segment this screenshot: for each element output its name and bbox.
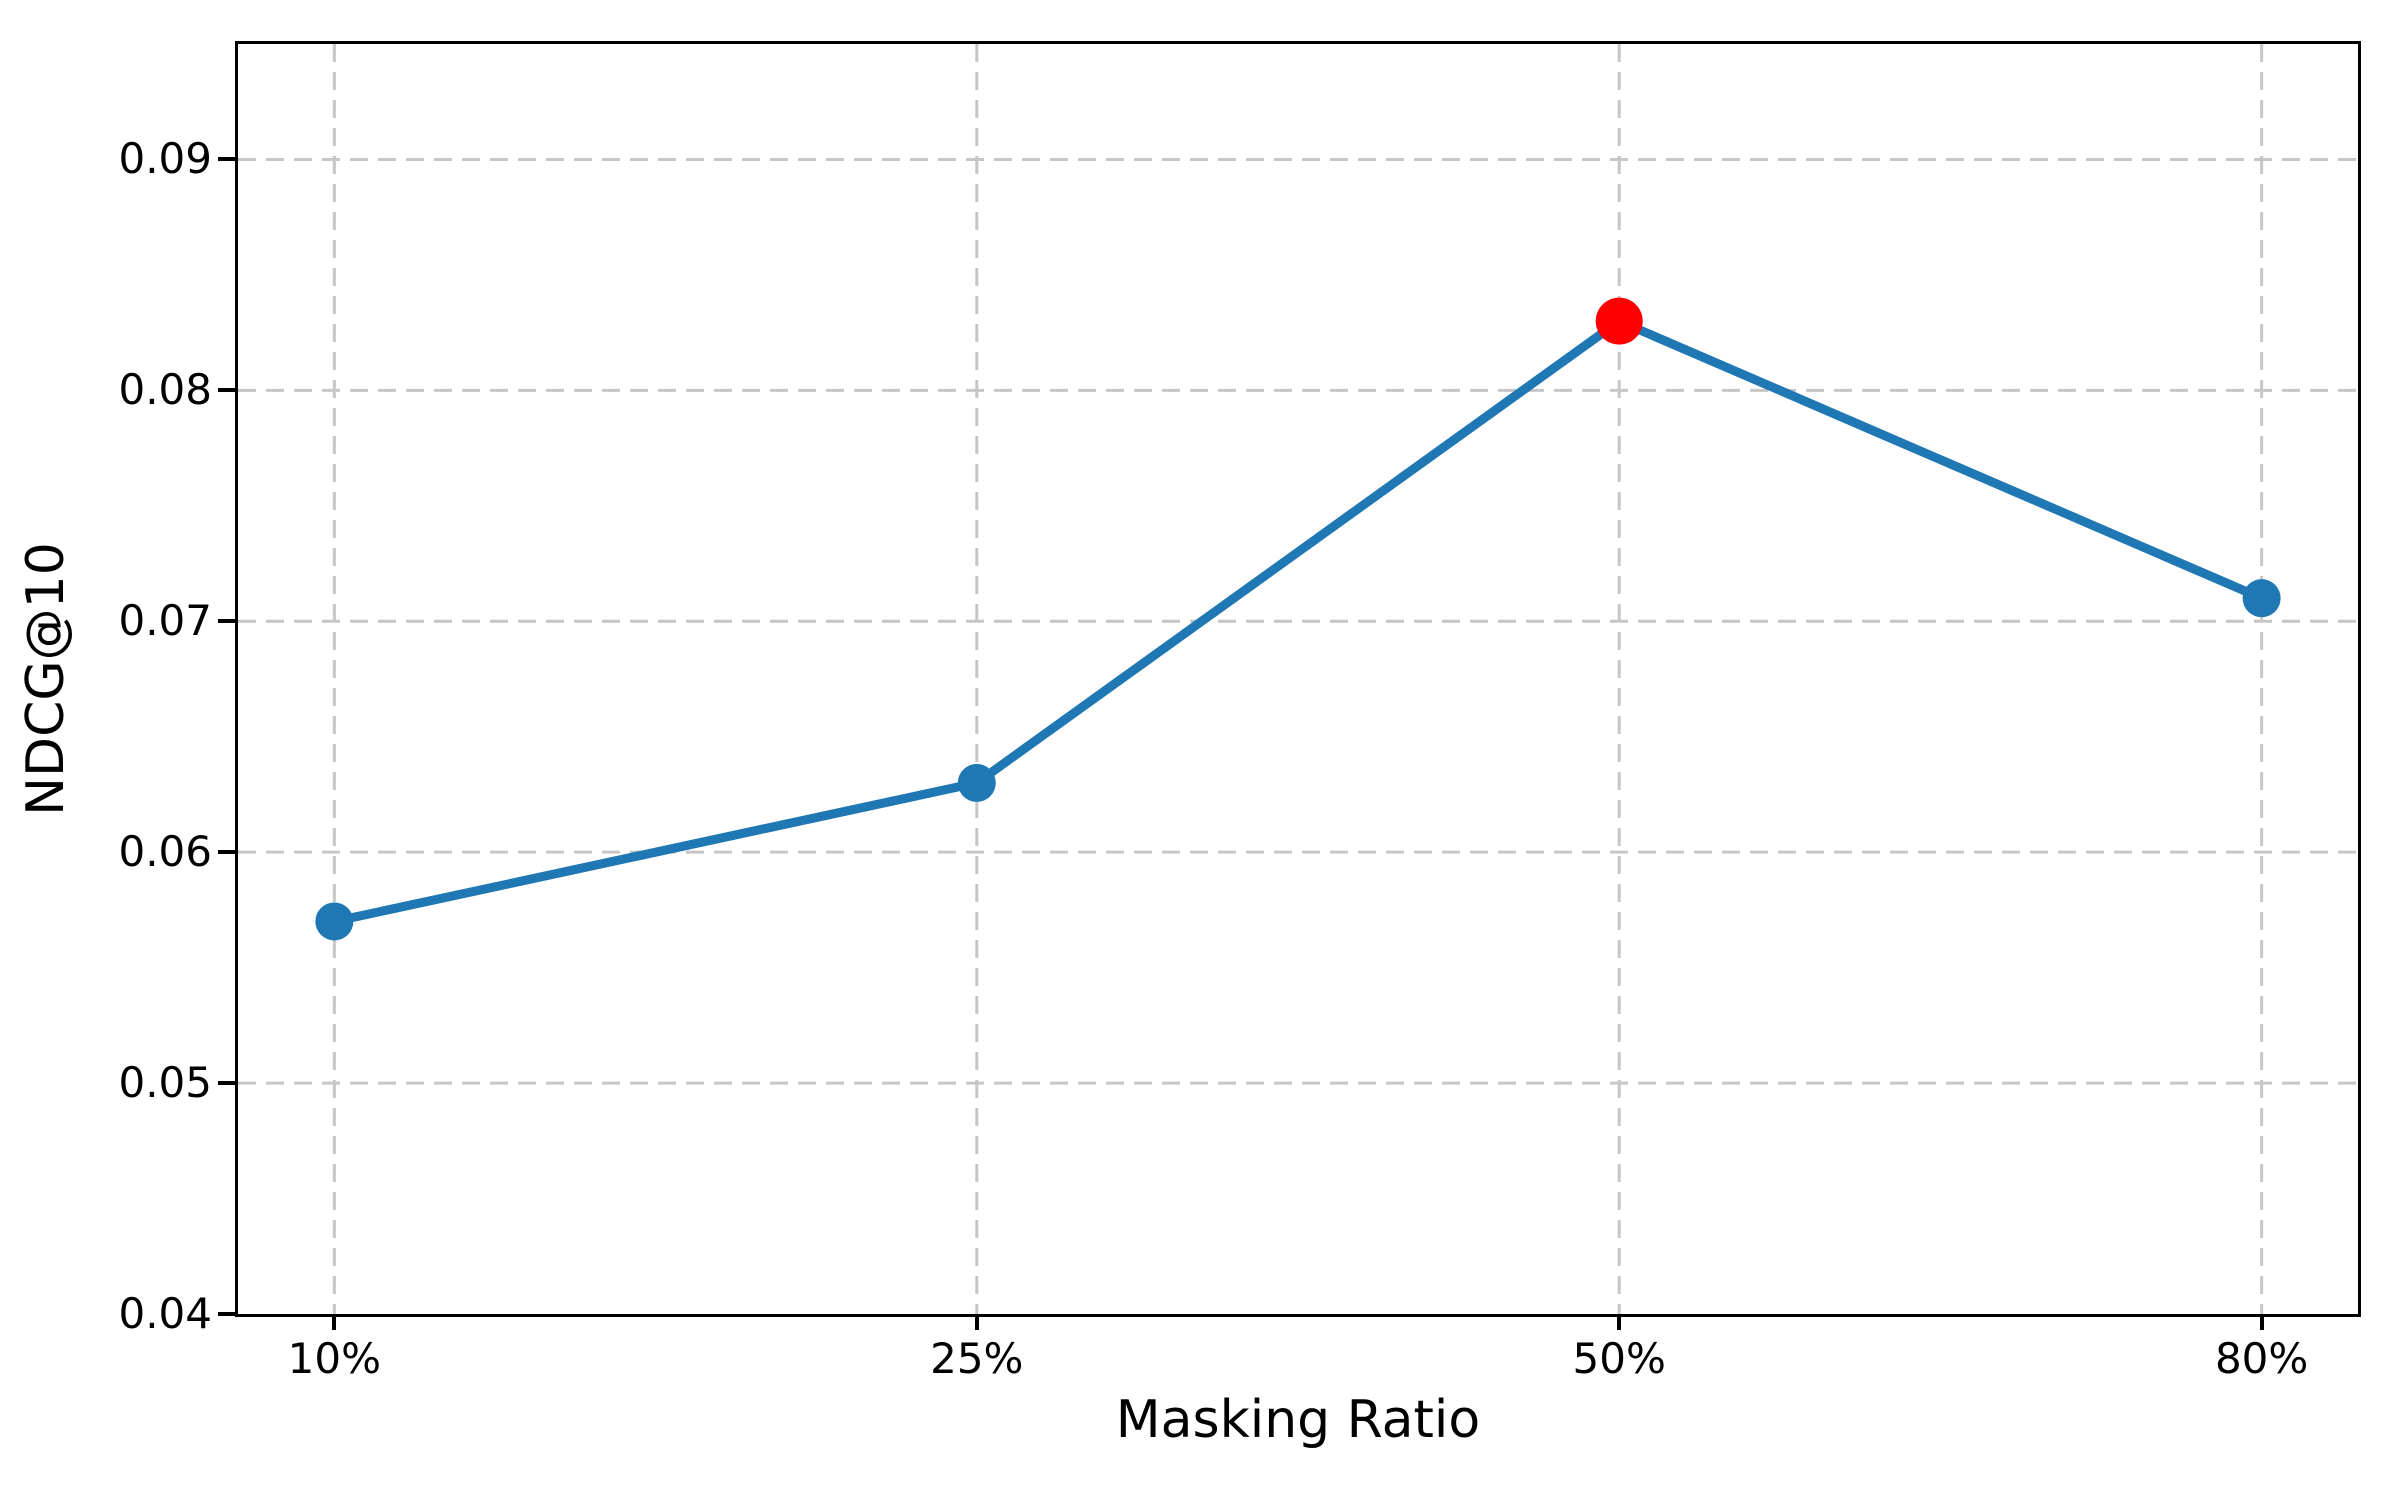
x-tick-mark (2259, 1314, 2264, 1330)
y-tick-mark (218, 1081, 235, 1086)
plot-area (235, 41, 2361, 1317)
y-tick-label: 0.05 (118, 1058, 212, 1108)
y-tick-mark (218, 850, 235, 855)
x-axis-label: Masking Ratio (1115, 1390, 1481, 1450)
y-tick-label: 0.04 (118, 1289, 212, 1338)
y-tick-label: 0.06 (118, 827, 212, 877)
data-point-marker (2242, 579, 2281, 618)
line-chart (238, 44, 2358, 1314)
highlight-point-marker (1595, 297, 1643, 345)
x-tick-mark (1617, 1314, 1622, 1330)
y-tick-mark (218, 619, 235, 624)
x-tick-mark (332, 1314, 337, 1330)
x-tick-label: 50% (1572, 1334, 1666, 1383)
y-tick-label: 0.07 (118, 596, 212, 646)
y-tick-label: 0.08 (118, 365, 212, 415)
y-tick-mark (218, 1312, 235, 1316)
y-axis-label: NDCG@10 (16, 542, 76, 816)
y-tick-mark (218, 157, 235, 162)
data-point-marker (315, 902, 354, 941)
y-tick-mark (218, 388, 235, 393)
x-tick-label: 25% (930, 1334, 1024, 1383)
data-line (333, 316, 2264, 926)
x-tick-label: 80% (2214, 1334, 2309, 1383)
x-tick-label: 10% (287, 1334, 382, 1383)
y-tick-label: 0.09 (118, 134, 212, 184)
data-point-marker (957, 763, 996, 802)
x-tick-mark (974, 1314, 979, 1330)
